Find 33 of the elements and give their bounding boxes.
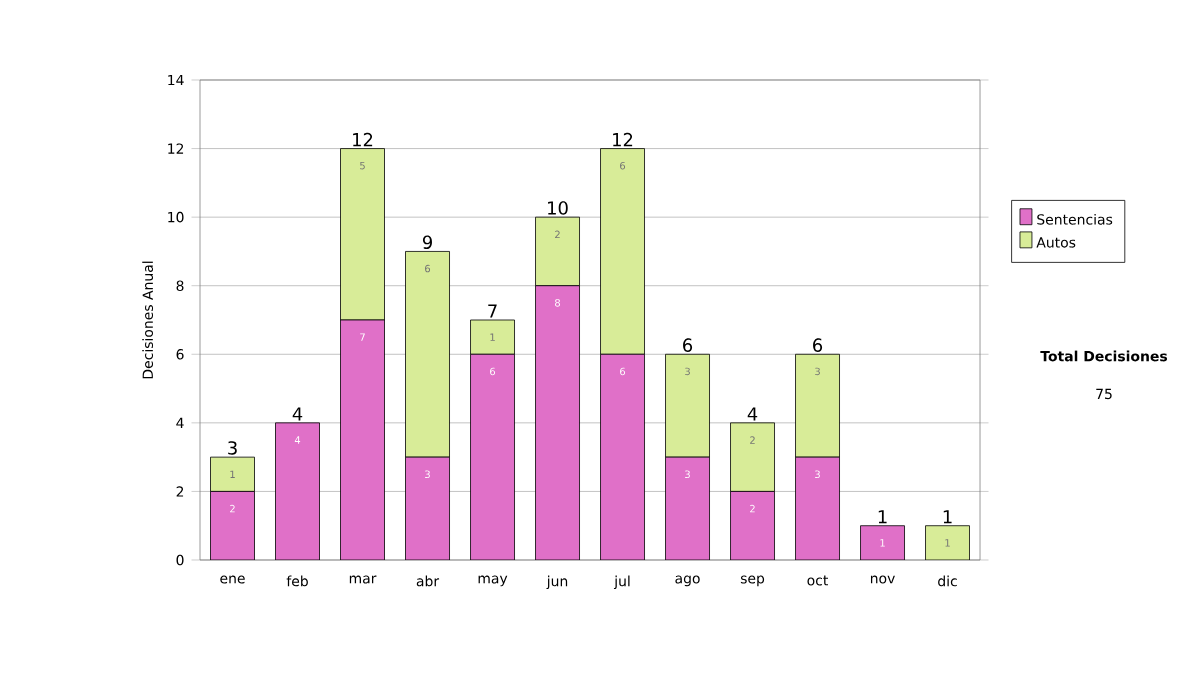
total-label: 12 xyxy=(353,132,373,147)
bar xyxy=(340,148,385,321)
bar xyxy=(600,354,645,560)
bar xyxy=(210,456,255,492)
bar xyxy=(795,353,840,458)
bar xyxy=(470,354,515,560)
total-label: 4 xyxy=(747,407,758,421)
bar xyxy=(535,216,580,287)
total-label: 3 xyxy=(228,441,237,455)
total-label: 4 xyxy=(292,407,303,421)
total-label: 1 xyxy=(943,510,952,524)
bar xyxy=(795,457,840,560)
bar xyxy=(665,353,710,458)
bar xyxy=(470,319,515,355)
total-label: 12 xyxy=(613,132,633,147)
total-label: 1 xyxy=(878,510,887,524)
bar xyxy=(665,457,710,560)
bar xyxy=(925,525,970,560)
total-label: 6 xyxy=(683,338,693,352)
total-label: 10 xyxy=(548,201,568,215)
bar xyxy=(210,491,255,560)
bar xyxy=(730,491,775,560)
bar xyxy=(600,148,645,355)
bar xyxy=(730,422,775,492)
total-label: 7 xyxy=(488,304,497,318)
bar xyxy=(535,285,580,560)
total-label: 9 xyxy=(422,235,432,250)
bar xyxy=(860,525,905,560)
total-label: 6 xyxy=(813,338,823,352)
bar xyxy=(275,422,320,560)
bar xyxy=(340,320,385,560)
bar xyxy=(405,251,450,458)
bar xyxy=(405,457,450,560)
